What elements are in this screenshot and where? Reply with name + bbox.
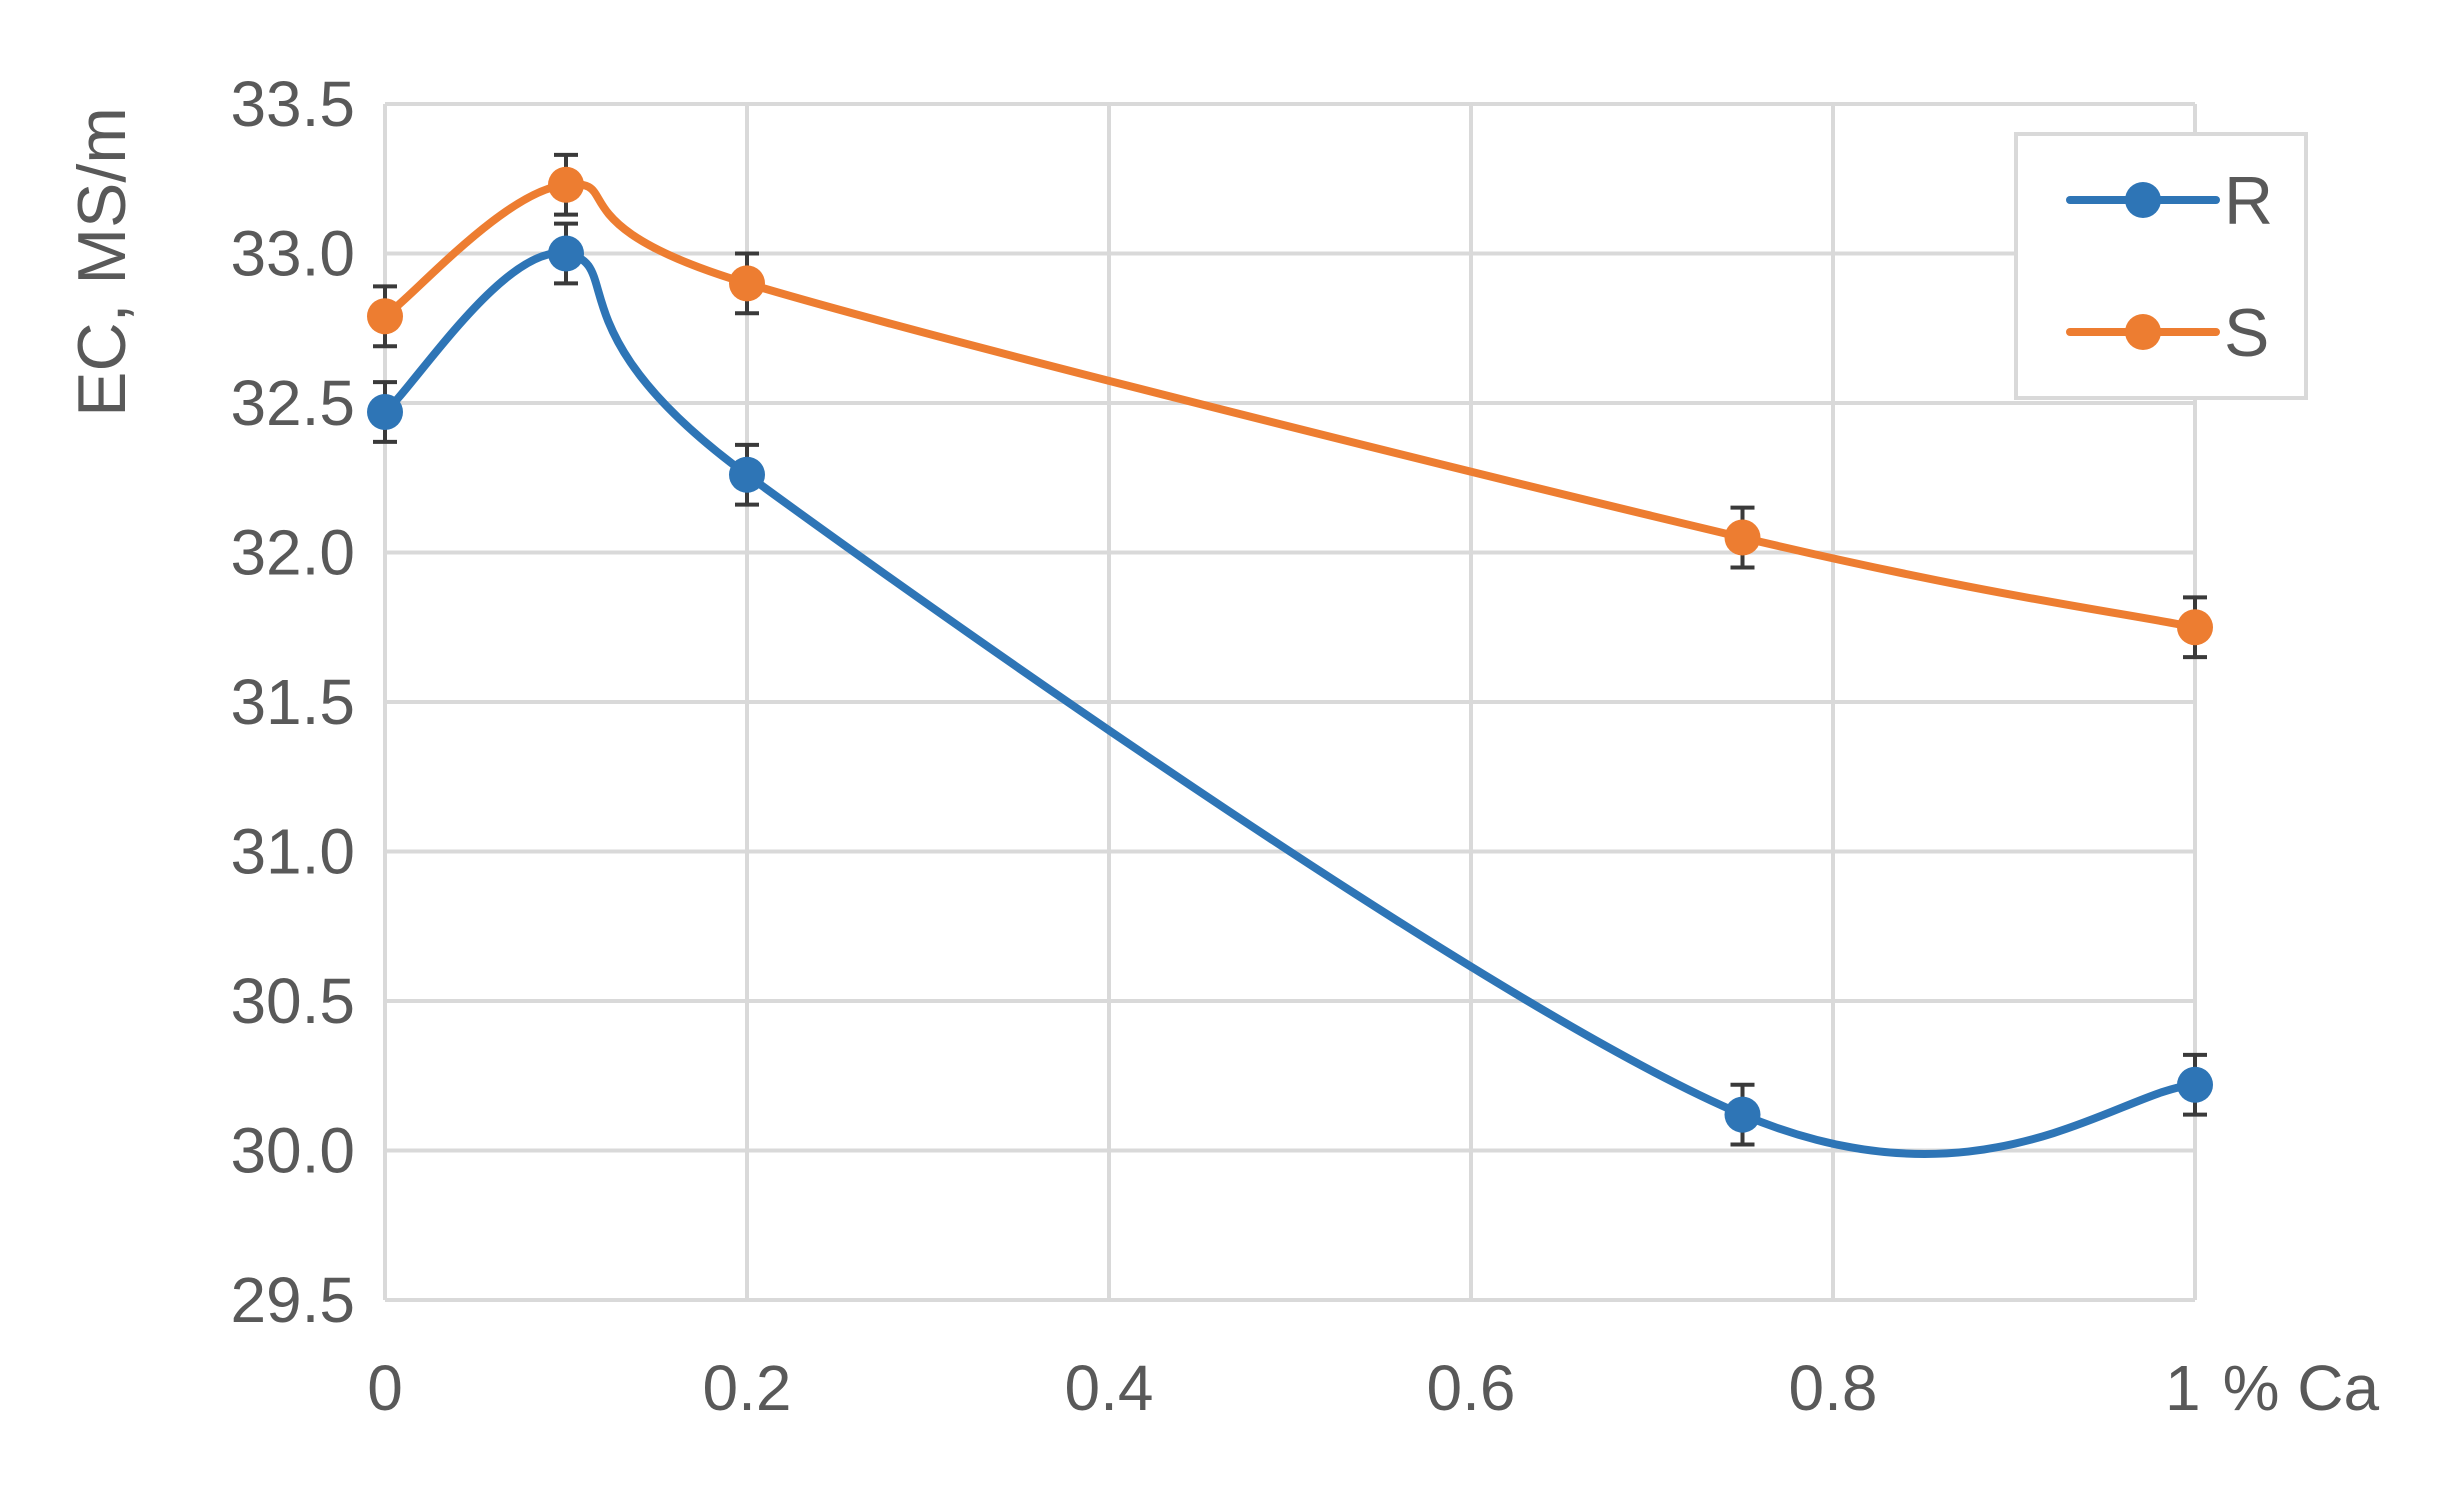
- legend-label-s: S: [2224, 295, 2269, 371]
- y-tick-label: 31.5: [230, 666, 355, 738]
- y-tick-label: 33.5: [230, 68, 355, 140]
- legend-box: [2014, 132, 2308, 400]
- x-tick-labels: 0 0.2 0.4 0.6 0.8 1% Ca: [367, 1352, 2379, 1424]
- y-tick-label: 33.0: [230, 218, 355, 290]
- series-s: [367, 152, 2213, 660]
- data-point-s: [2177, 609, 2213, 646]
- x-tick-label: 0.6: [1427, 1352, 1516, 1424]
- x-tick-label: 0.2: [703, 1352, 792, 1424]
- y-axis-title: EC, MS/m: [64, 107, 140, 417]
- x-tick-label: 1% Ca: [2165, 1352, 2380, 1424]
- y-tick-labels: 29.5 30.0 30.5 31.0 31.5 32.0 32.5 33.0 33.5: [230, 68, 355, 1336]
- x-tick-label: 0.4: [1065, 1352, 1154, 1424]
- data-point-r: [548, 235, 584, 272]
- legend-item-s: S: [2066, 295, 2269, 371]
- series-r: [367, 221, 2213, 1158]
- legend-label-r: R: [2224, 163, 2273, 239]
- legend: RS: [2014, 132, 2308, 400]
- data-point-r: [729, 456, 765, 493]
- legend-marker-s: [2125, 314, 2161, 350]
- y-tick-label: 31.0: [230, 816, 355, 888]
- series-line-s: [381, 180, 2199, 632]
- data-point-s: [1724, 519, 1761, 556]
- x-tick-label: 0.8: [1789, 1352, 1878, 1424]
- y-tick-label: 32.0: [230, 517, 355, 589]
- data-point-r: [367, 393, 403, 430]
- series-group: [367, 152, 2213, 1158]
- data-point-s: [367, 298, 403, 335]
- x-tick-label: 0: [367, 1352, 403, 1424]
- legend-marker-r: [2125, 182, 2161, 218]
- x-axis-title: % Ca: [2223, 1352, 2380, 1424]
- y-tick-label: 30.5: [230, 965, 355, 1037]
- data-point-s: [548, 166, 584, 203]
- legend-item-r: R: [2066, 163, 2273, 239]
- data-point-r: [1724, 1096, 1761, 1133]
- grid: [383, 102, 2197, 1302]
- y-tick-label: 29.5: [230, 1264, 355, 1336]
- data-point-r: [2177, 1066, 2213, 1103]
- data-point-s: [729, 265, 765, 302]
- y-tick-label: 30.0: [230, 1115, 355, 1187]
- y-tick-label: 32.5: [230, 367, 355, 439]
